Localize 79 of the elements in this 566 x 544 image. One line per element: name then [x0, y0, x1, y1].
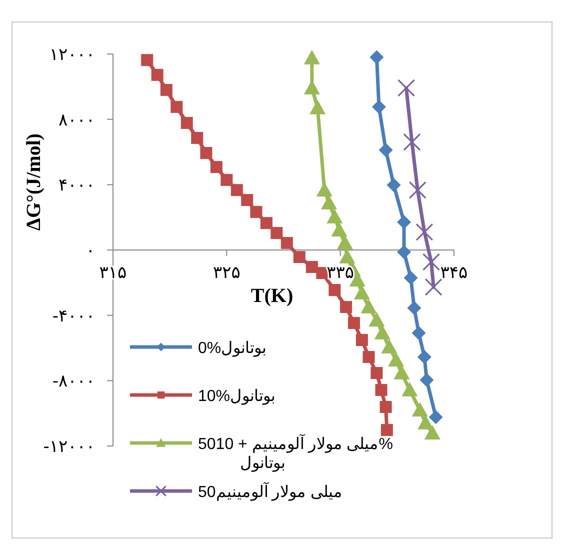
point — [380, 424, 393, 436]
y-tick-label: ۱۲۰۰۰ — [49, 45, 95, 65]
x-axis-title: T(K) — [250, 285, 294, 307]
point — [420, 373, 434, 388]
point — [339, 249, 356, 264]
y-tick-label: -۴۰۰۰ — [52, 306, 95, 326]
point — [370, 366, 383, 379]
point — [304, 50, 320, 64]
point — [362, 350, 375, 363]
point — [293, 251, 306, 264]
point — [151, 68, 164, 81]
point — [241, 194, 254, 206]
point — [348, 317, 360, 330]
point — [270, 227, 283, 240]
point — [407, 300, 422, 315]
y-axis-title: ΔG°(J/mol) — [23, 133, 45, 231]
point — [374, 324, 390, 340]
point — [250, 206, 262, 218]
x-tick-label: ۳۴۵ — [440, 263, 468, 283]
point — [396, 244, 411, 259]
point — [320, 194, 337, 210]
point — [428, 410, 443, 424]
point — [356, 334, 368, 346]
point — [422, 253, 440, 271]
point — [306, 260, 318, 273]
point — [360, 299, 377, 314]
point — [260, 217, 272, 230]
legend-label: 50میلی مولار آلومینیم — [198, 481, 343, 501]
point — [388, 352, 404, 366]
point — [368, 312, 385, 326]
point — [417, 350, 432, 364]
point — [404, 270, 418, 285]
point — [354, 284, 370, 300]
y-tick-label: ۸۰۰۰ — [58, 110, 95, 130]
x-tick-label: ۳۱۵ — [99, 263, 127, 283]
point — [280, 236, 293, 249]
point — [424, 278, 442, 296]
point — [403, 133, 421, 151]
point — [372, 100, 386, 114]
point — [381, 339, 398, 354]
point — [396, 215, 411, 230]
legend-label: 10%بوتانول — [198, 388, 276, 405]
y-tick-label: -۱۲۰۰۰ — [43, 437, 95, 457]
point — [160, 84, 172, 96]
point — [412, 402, 428, 416]
point — [394, 364, 410, 380]
point — [340, 301, 352, 314]
point — [180, 116, 193, 129]
point — [402, 382, 418, 396]
point — [408, 181, 426, 199]
x-tick-label: ۳۲۵ — [212, 263, 240, 283]
point — [191, 132, 204, 144]
point — [370, 50, 384, 64]
point — [331, 222, 348, 236]
point — [310, 100, 326, 114]
point — [386, 178, 401, 192]
point — [210, 161, 222, 174]
point — [375, 384, 388, 396]
point — [328, 284, 341, 296]
point — [378, 143, 393, 158]
legend-label: 50میلی مولار آلومینیم + 10% بوتانول — [198, 433, 393, 472]
y-tick-label: ۰ — [86, 241, 95, 261]
legend-label: 0%بوتانول — [198, 340, 266, 357]
point — [416, 223, 434, 241]
point — [220, 174, 233, 186]
point — [397, 79, 416, 97]
y-tick-label: -۸۰۰۰ — [52, 372, 95, 392]
point — [424, 425, 440, 440]
point — [200, 146, 212, 159]
point — [412, 326, 426, 340]
point — [316, 182, 332, 196]
point — [141, 54, 154, 66]
point — [230, 184, 243, 196]
point — [380, 400, 392, 413]
point — [418, 414, 434, 430]
point — [336, 234, 353, 250]
point — [326, 209, 343, 224]
y-tick-label: ۴۰۰۰ — [58, 176, 95, 196]
point — [170, 100, 183, 113]
